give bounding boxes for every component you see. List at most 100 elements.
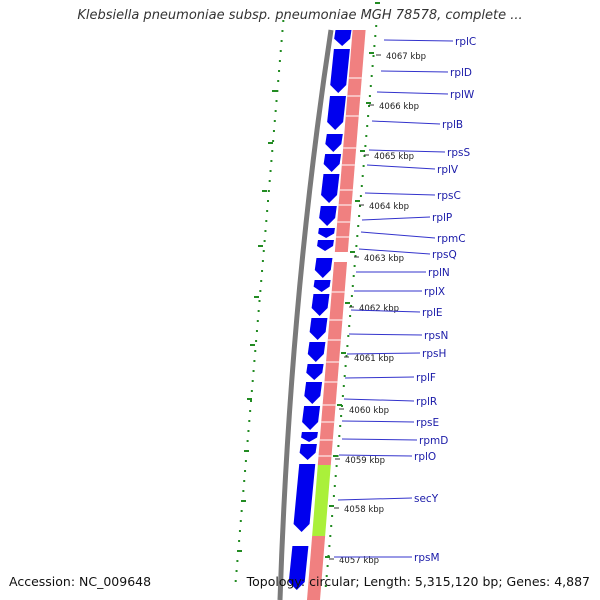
gene-label[interactable]: rplF — [416, 372, 436, 384]
cds-arrow[interactable] — [314, 258, 333, 278]
gc-dot — [261, 270, 264, 272]
map-title: Klebsiella pneumoniae subsp. pneumoniae … — [77, 8, 523, 23]
gene-label[interactable]: rplR — [416, 396, 437, 408]
cds-arrow[interactable] — [311, 294, 330, 316]
gc-dash — [254, 296, 259, 298]
gc-dot — [272, 130, 275, 132]
gc-dot — [332, 495, 335, 497]
gc-dot — [368, 95, 371, 97]
cds-arrow[interactable] — [313, 280, 331, 292]
cds-arrow[interactable] — [327, 96, 346, 130]
cds-arrow[interactable] — [302, 406, 321, 430]
gc-dot — [371, 65, 374, 67]
gc-dash — [262, 190, 267, 192]
cds-arrow[interactable] — [306, 364, 324, 380]
gc-dot — [278, 70, 281, 72]
gc-dash — [272, 90, 277, 92]
cds-arrow[interactable] — [325, 134, 343, 152]
gc-dot — [357, 225, 360, 227]
gc-dot — [257, 310, 260, 312]
gene-label[interactable]: rplO — [414, 451, 436, 463]
gene-leader-line — [343, 398, 415, 402]
cds-arrow[interactable] — [319, 206, 337, 226]
gc-dash — [325, 556, 330, 558]
cds-arrow[interactable] — [317, 240, 334, 251]
cds-arrow[interactable] — [330, 49, 350, 93]
gc-dot — [276, 90, 279, 92]
gc-dot — [353, 265, 356, 267]
cds-arrow[interactable] — [307, 342, 326, 362]
cds-arrow[interactable] — [321, 174, 340, 203]
gc-dot — [239, 520, 242, 522]
gene-label[interactable]: rpsC — [437, 190, 461, 202]
gc-dot — [244, 460, 247, 462]
gene-leader-line — [348, 333, 423, 336]
gene-label[interactable]: rplN — [428, 267, 450, 279]
gene-leader-line — [376, 91, 449, 95]
gc-dot — [247, 430, 250, 432]
kbp-tick-label: 4062 kbp — [359, 304, 399, 314]
gc-dot — [343, 375, 346, 377]
cds-arrow[interactable] — [318, 228, 335, 238]
gene-label[interactable]: rplD — [450, 67, 472, 79]
gc-dot — [238, 530, 241, 532]
gc-dot — [352, 275, 355, 277]
gc-dash — [369, 52, 374, 54]
gene-label[interactable]: rpmD — [419, 435, 448, 447]
rrna-segment — [317, 262, 348, 465]
gene-leader-line — [341, 420, 415, 423]
gc-dot — [354, 255, 357, 257]
gene-label[interactable]: rplB — [442, 119, 463, 131]
gc-dot — [349, 315, 352, 317]
cds-arrow[interactable] — [323, 154, 342, 172]
gene-label[interactable]: rplX — [424, 286, 445, 298]
gene-label[interactable]: rplE — [422, 307, 443, 319]
gene-label[interactable]: rplP — [432, 212, 452, 224]
gc-dot — [356, 235, 359, 237]
gc-dot — [282, 20, 285, 22]
gc-dot — [263, 240, 266, 242]
kbp-tick-label: 4057 kbp — [339, 556, 379, 566]
gene-leader-line — [364, 192, 436, 196]
gc-dot — [325, 575, 328, 577]
gc-dot — [242, 490, 245, 492]
gene-label[interactable]: rpsM — [414, 552, 440, 564]
gc-dot — [250, 400, 252, 402]
gc-dot — [363, 155, 366, 157]
gc-dash — [360, 150, 365, 152]
gc-dot — [368, 105, 370, 107]
gene-label[interactable]: rplW — [450, 89, 475, 101]
cds-arrow[interactable] — [299, 444, 317, 460]
gc-dot — [253, 360, 256, 362]
gc-dot — [341, 395, 344, 397]
gene-label[interactable]: rplC — [455, 36, 476, 48]
gc-dash — [258, 245, 263, 247]
gc-dot — [261, 260, 264, 262]
kbp-tick-label: 4060 kbp — [349, 406, 389, 416]
trna-segment — [312, 465, 331, 536]
gc-dot — [266, 210, 269, 212]
cds-arrow[interactable] — [293, 464, 316, 532]
gc-dot — [279, 50, 282, 52]
gene-label[interactable]: rpsN — [424, 330, 448, 342]
gene-label[interactable]: rpsS — [447, 147, 470, 159]
cds-arrow[interactable] — [288, 546, 309, 590]
cds-arrow[interactable] — [334, 30, 352, 46]
cds-arrow[interactable] — [301, 432, 318, 442]
rrna-segment — [334, 30, 366, 252]
cds-arrow[interactable] — [309, 318, 328, 340]
gene-label[interactable]: rpsH — [422, 348, 446, 360]
gene-label[interactable]: rplV — [437, 164, 459, 176]
gene-label[interactable]: rpmC — [437, 233, 466, 245]
gc-dot — [360, 185, 363, 187]
kbp-tick-label: 4067 kbp — [386, 52, 426, 62]
cds-arrow[interactable] — [304, 382, 323, 404]
gene-label[interactable]: rpsE — [416, 417, 439, 429]
gc-dash — [337, 404, 342, 406]
gc-dot — [359, 195, 362, 197]
gene-label[interactable]: secY — [414, 493, 439, 505]
gc-dot — [268, 180, 271, 182]
gc-dot — [251, 380, 254, 382]
gene-label[interactable]: rpsQ — [432, 249, 457, 261]
